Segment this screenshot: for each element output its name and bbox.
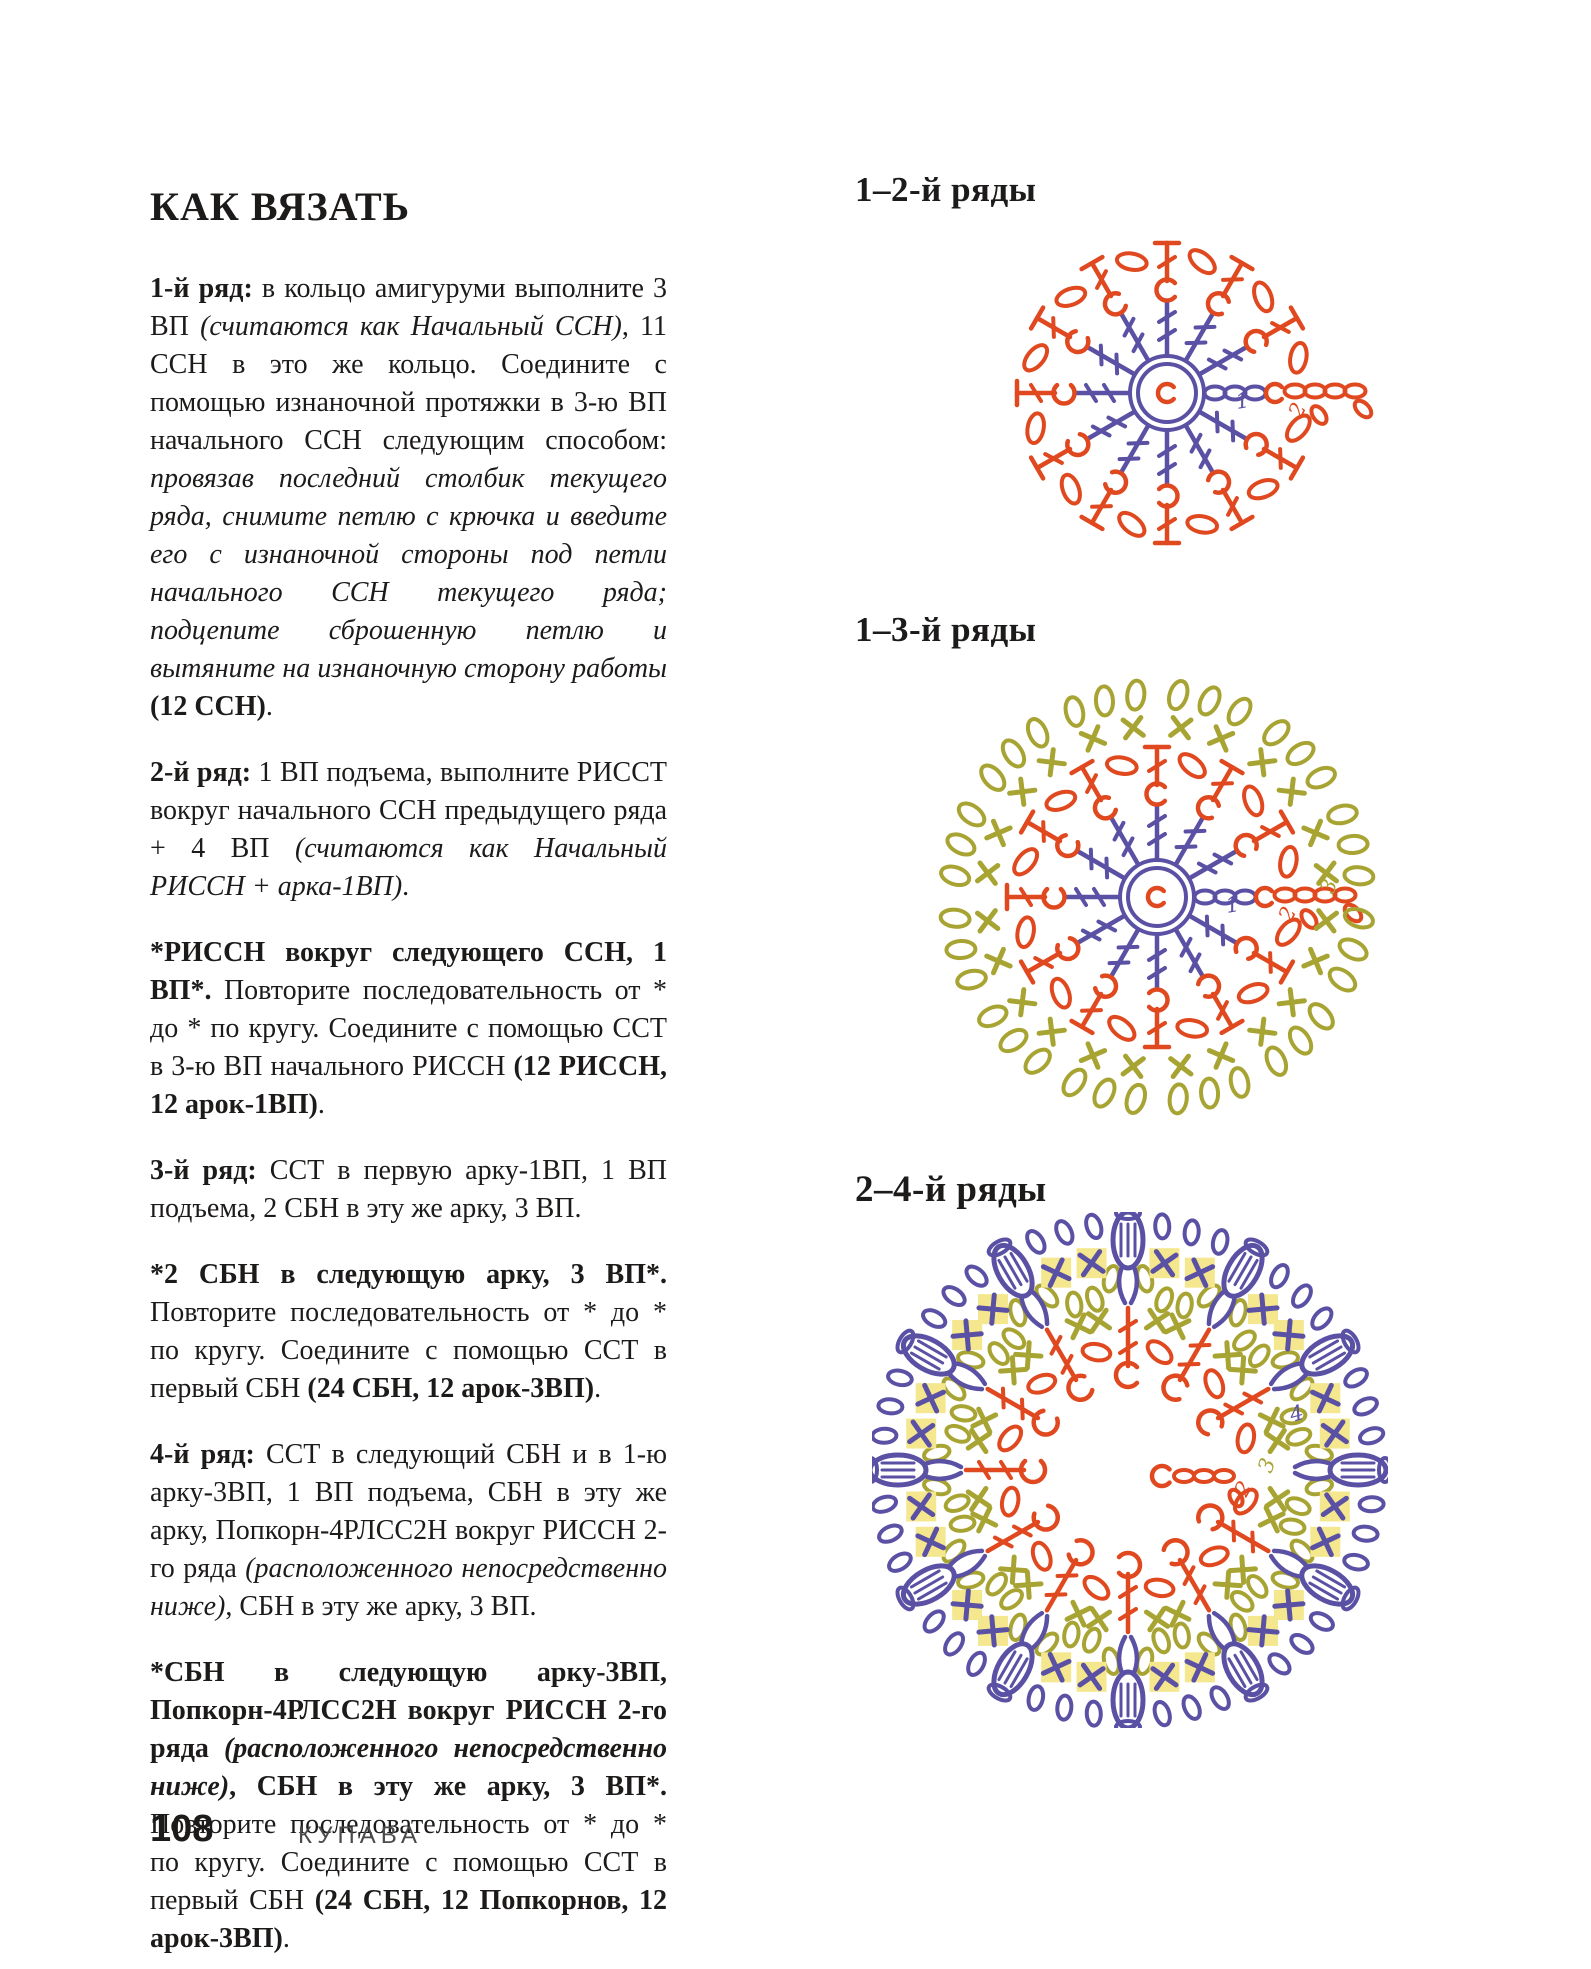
text-segment: (считаются как Начальный ССН) [200,311,622,342]
page-title: КАК ВЯЗАТЬ [150,184,411,229]
paragraph: *2 СБН в следующую арку, 3 ВП*. Повторит… [150,1256,667,1408]
text-segment: , СБН в эту же арку, 3 ВП*. [229,1771,667,1802]
text-segment: . [402,871,410,902]
text-segment: . [282,1923,290,1954]
text-segment: (12 РИССН, 12 арок-1ВП) [150,1051,667,1120]
crochet-diagram-rows-1-3-svg: 1 23 [938,678,1376,1116]
text-segment: 2-й ряд: [150,757,259,788]
svg-text:3: 3 [1253,1455,1280,1476]
text-segment: провязав последний столбик текущего ряда… [150,463,667,684]
text-segment: , СБН в эту же арку, 3 ВП. [225,1591,537,1622]
svg-text:1: 1 [1224,892,1241,918]
text-segment: в кольцо амигуруми выполните 3 ВП [150,273,668,342]
text-segment: 1 ВП подъема, выполните РИССТ вокруг нач… [150,757,667,864]
text-segment: *2 СБН в следующую арку, 3 ВП*. [150,1259,667,1290]
page-number: 108 [150,1808,214,1850]
paragraph: 3-й ряд: ССТ в первую арку-1ВП, 1 ВП под… [150,1152,667,1228]
text-segment: 4-й ряд: [150,1439,266,1470]
diagram-heading-rows-2-4: 2–4-й ряды [855,1169,1047,1210]
text-segment: . [265,691,273,722]
text-segment: *СБН в следующую арку-3ВП, Попкорн-4РЛСС… [150,1657,667,1764]
paragraph: 1-й ряд: в кольцо амигуруми выполните 3 … [150,270,667,726]
svg-text:1: 1 [1234,388,1251,414]
text-segment: Повторите последовательность от * до * п… [150,1809,667,1916]
instructions-column: КАК ВЯЗАТЬ 1-й ряд: в кольцо амигуруми в… [150,183,667,1969]
text-segment: , 11 ССН в это же кольцо. Соедините с по… [150,311,667,456]
text-segment: (12 ССН) [150,691,266,722]
paragraph: 4-й ряд: ССТ в следующий СБН и в 1-ю арк… [150,1436,667,1626]
text-segment: (расположенного непосредственно ниже) [150,1553,667,1622]
paragraph: *РИССН вокруг следующего ССН, 1 ВП*. Пов… [150,934,667,1124]
text-segment: 3-й ряд: [150,1155,270,1186]
text-segment: (расположенного непосредственно ниже) [150,1733,667,1802]
diagram-heading-rows-1-3: 1–3-й ряды [855,610,1037,649]
svg-text:4: 4 [1286,1400,1306,1427]
paragraph: *СБН в следующую арку-3ВП, Попкорн-4РЛСС… [150,1654,667,1958]
text-segment: (считаются как Начальный РИССН + арка-1В… [150,833,667,902]
paragraph: 2-й ряд: 1 ВП подъема, выполните РИССТ в… [150,754,667,906]
text-segment: Повторите последовательность от * до * п… [150,975,667,1082]
diagram-heading-rows-1-2: 1–2-й ряды [855,170,1037,209]
text-segment: ССТ в следующий СБН и в 1-ю арку-3ВП, 1 … [150,1439,667,1584]
text-segment: (24 СБН, 12 арок-3ВП) [307,1373,595,1404]
instructions-text: 1-й ряд: в кольцо амигуруми выполните 3 … [150,270,667,1969]
text-segment: (24 СБН, 12 Попкорнов, 12 арок-3ВП) [150,1885,668,1954]
text-segment: ССТ в первую арку-1ВП, 1 ВП подъема, 2 С… [150,1155,667,1224]
text-segment: . [594,1373,602,1404]
crochet-diagram-rows-2-4-svg: 234 [872,1212,1388,1728]
footer-chapter-label: КУПАВА [298,1822,422,1849]
text-segment: . [317,1089,325,1120]
text-segment: 1-й ряд: [150,273,262,304]
text-segment: *РИССН вокруг следующего ССН, 1 ВП*. [150,937,667,1006]
text-segment: Повторите последовательность от * до * п… [150,1297,667,1404]
